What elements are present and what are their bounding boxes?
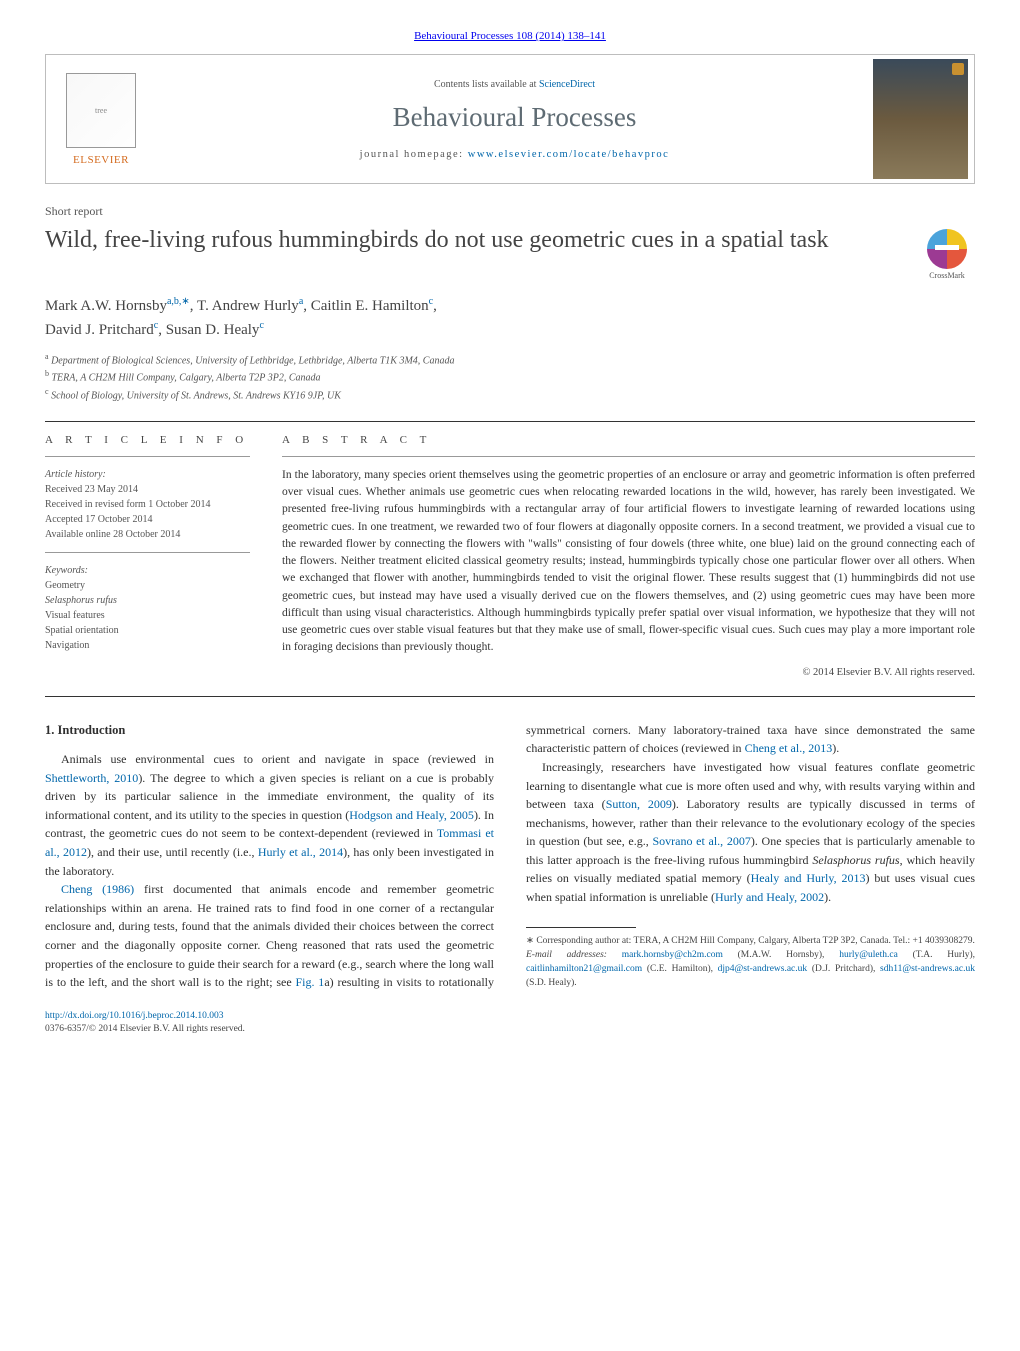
email-label: E-mail addresses:	[526, 950, 622, 960]
email-link[interactable]: mark.hornsby@ch2m.com	[622, 950, 723, 960]
article-body: 1. Introduction Animals use environmenta…	[45, 721, 975, 992]
corr-author-note: Corresponding author at: TERA, A CH2M Hi…	[534, 936, 975, 946]
affiliation-c: School of Biology, University of St. And…	[51, 390, 341, 401]
affiliations: a Department of Biological Sciences, Uni…	[45, 351, 975, 403]
author-affil-sup: c	[259, 320, 263, 331]
email-name: (D.J. Pritchard),	[807, 964, 880, 974]
affiliation-b: TERA, A CH2M Hill Company, Calgary, Albe…	[52, 373, 321, 384]
journal-issue-link[interactable]: Behavioural Processes 108 (2014) 138–141	[414, 30, 606, 42]
homepage-link[interactable]: www.elsevier.com/locate/behavproc	[468, 149, 670, 160]
paragraph: Animals use environmental cues to orient…	[45, 750, 494, 880]
homepage-prefix: journal homepage:	[360, 149, 468, 160]
keywords-label: Keywords:	[45, 563, 250, 578]
corr-marker: ∗	[526, 936, 534, 946]
doi-link[interactable]: http://dx.doi.org/10.1016/j.beproc.2014.…	[45, 1011, 223, 1021]
footer-block: http://dx.doi.org/10.1016/j.beproc.2014.…	[45, 1010, 975, 1037]
keyword: Navigation	[45, 638, 250, 653]
article-history: Article history: Received 23 May 2014 Re…	[45, 467, 250, 542]
article-info-heading: a r t i c l e i n f o	[45, 434, 250, 446]
author: T. Andrew Hurly	[197, 298, 299, 314]
author-affil-sup: a	[299, 296, 303, 307]
paragraph: Increasingly, researchers have investiga…	[526, 758, 975, 907]
email-name: (S.D. Healy).	[526, 978, 577, 988]
text-run: ), and their use, until recently (i.e.,	[87, 845, 258, 859]
elsevier-tree-icon: tree	[66, 73, 136, 148]
abstract-text: In the laboratory, many species orient t…	[282, 467, 975, 657]
contents-prefix: Contents lists available at	[434, 79, 539, 90]
divider	[282, 456, 975, 457]
citation-link[interactable]: Hurly and Healy, 2002	[715, 890, 824, 904]
citation-link[interactable]: Sovrano et al., 2007	[652, 834, 750, 848]
footnotes: ∗ Corresponding author at: TERA, A CH2M …	[526, 927, 975, 991]
text-run: ).	[824, 890, 831, 904]
online-date: Available online 28 October 2014	[45, 527, 250, 542]
text-run: Animals use environmental cues to orient…	[61, 752, 494, 766]
species-name: Selasphorus rufus	[812, 853, 899, 867]
divider	[45, 421, 975, 422]
email-name: (C.E. Hamilton),	[642, 964, 718, 974]
keyword: Selasphorus rufus	[45, 593, 250, 608]
divider	[45, 552, 250, 553]
citation-link[interactable]: Cheng et al., 2013	[745, 741, 833, 755]
citation-link[interactable]: Sutton, 2009	[606, 797, 672, 811]
citation-link[interactable]: Hurly et al., 2014	[258, 845, 343, 859]
crossmark-icon	[927, 229, 967, 269]
author: Caitlin E. Hamilton	[311, 298, 429, 314]
citation-link[interactable]: Hodgson and Healy, 2005	[349, 808, 474, 822]
accepted-date: Accepted 17 October 2014	[45, 512, 250, 527]
crossmark-label: CrossMark	[919, 271, 975, 280]
keyword: Visual features	[45, 608, 250, 623]
email-name: (M.A.W. Hornsby),	[723, 950, 839, 960]
text-run: ).	[832, 741, 839, 755]
publisher-name: ELSEVIER	[73, 154, 129, 166]
author: Mark A.W. Hornsby	[45, 298, 167, 314]
history-label: Article history:	[45, 467, 250, 482]
abstract-copyright: © 2014 Elsevier B.V. All rights reserved…	[282, 667, 975, 678]
divider	[45, 456, 250, 457]
authors-list: Mark A.W. Hornsbya,b,∗, T. Andrew Hurlya…	[45, 294, 975, 341]
citation-link[interactable]: Healy and Hurly, 2013	[751, 871, 866, 885]
keywords-block: Keywords: Geometry Selasphorus rufus Vis…	[45, 563, 250, 653]
publisher-block: tree ELSEVIER	[46, 65, 156, 174]
sciencedirect-link[interactable]: ScienceDirect	[539, 79, 595, 90]
author-affil-sup: c	[154, 320, 158, 331]
keyword: Geometry	[45, 578, 250, 593]
issn-copyright: 0376-6357/© 2014 Elsevier B.V. All right…	[45, 1023, 975, 1036]
divider	[45, 696, 975, 697]
author-affil-sup: c	[429, 296, 433, 307]
email-link[interactable]: caitlinhamilton21@gmail.com	[526, 964, 642, 974]
homepage-line: journal homepage: www.elsevier.com/locat…	[156, 149, 873, 160]
citation-link[interactable]: Shettleworth, 2010	[45, 771, 138, 785]
section-heading-intro: 1. Introduction	[45, 721, 494, 740]
email-link[interactable]: hurly@uleth.ca	[839, 950, 898, 960]
keyword: Spatial orientation	[45, 623, 250, 638]
received-date: Received 23 May 2014	[45, 482, 250, 497]
crossmark-badge[interactable]: CrossMark	[919, 229, 975, 280]
author: Susan D. Healy	[166, 322, 260, 338]
email-link[interactable]: djp4@st-andrews.ac.uk	[718, 964, 807, 974]
citation-link[interactable]: Cheng (1986)	[61, 882, 134, 896]
article-type: Short report	[45, 204, 975, 219]
author-affil-sup: a,b,∗	[167, 296, 190, 307]
contents-line: Contents lists available at ScienceDirec…	[156, 79, 873, 90]
journal-cover-thumbnail	[873, 59, 968, 179]
journal-name: Behavioural Processes	[156, 102, 873, 133]
article-title: Wild, free-living rufous hummingbirds do…	[45, 225, 901, 255]
author: David J. Pritchard	[45, 322, 154, 338]
affiliation-a: Department of Biological Sciences, Unive…	[51, 355, 454, 366]
journal-header: tree ELSEVIER Contents lists available a…	[45, 54, 975, 184]
revised-date: Received in revised form 1 October 2014	[45, 497, 250, 512]
footnote-rule	[526, 927, 636, 928]
email-name: (T.A. Hurly),	[898, 950, 975, 960]
figure-link[interactable]: Fig. 1	[295, 975, 324, 989]
abstract-heading: a b s t r a c t	[282, 434, 975, 446]
email-link[interactable]: sdh11@st-andrews.ac.uk	[880, 964, 975, 974]
